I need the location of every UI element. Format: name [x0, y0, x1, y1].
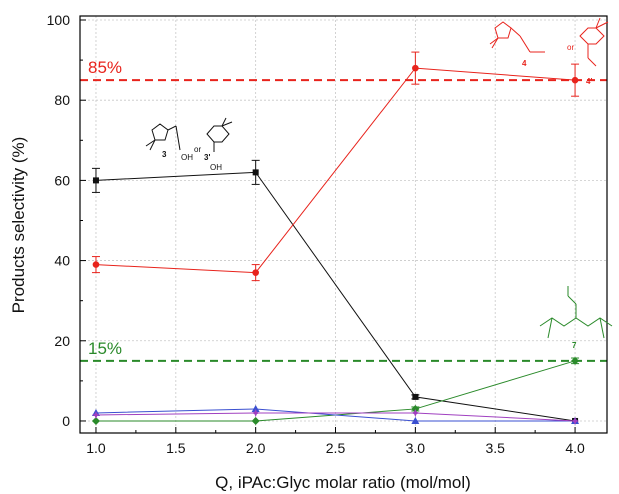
- compound-label-4prime: 4': [586, 77, 592, 86]
- series-line: [95, 412, 576, 422]
- data-point: [571, 356, 580, 365]
- data-point: [92, 177, 99, 184]
- data-point: [251, 416, 260, 425]
- molecule-structure-4: [489, 17, 609, 67]
- compound-label-3prime: 3': [204, 153, 210, 162]
- y-axis-title: Products selectivity (%): [9, 137, 28, 314]
- data-point: [571, 76, 579, 84]
- tick-labels: 1.0 1.5 2.0 2.5 3.0 3.5 4.0 0 20 40 60 80 100: [47, 12, 585, 456]
- axes: [79, 15, 608, 434]
- series-line: [95, 67, 576, 274]
- data-point: [411, 416, 420, 424]
- y-tick-label: 60: [54, 172, 70, 188]
- y-tick-label: 80: [54, 92, 70, 108]
- x-tick-label: 3.0: [406, 440, 426, 456]
- compound-group-3prime: OH: [210, 163, 222, 172]
- molecule-annotation-3: 3 or 3' OH OH: [145, 117, 233, 172]
- data-point: [91, 416, 100, 425]
- data-point: [251, 408, 260, 417]
- grid-lines: [80, 16, 607, 433]
- data-point: [412, 64, 419, 72]
- data-point: [412, 393, 419, 400]
- x-tick-label: 3.5: [485, 440, 505, 456]
- compound-separator-4: or: [567, 43, 574, 52]
- series-lines: [91, 51, 580, 425]
- data-point: [92, 261, 100, 268]
- compound-label-4: 4: [522, 59, 527, 68]
- x-tick-label: 4.0: [565, 440, 585, 456]
- data-point: [411, 404, 420, 413]
- reference-line-label: 85%: [88, 58, 122, 77]
- series-line: [95, 408, 576, 422]
- plot-frame: [79, 15, 608, 434]
- compound-separator-3: or: [194, 145, 201, 154]
- reference-lines: 85% 15%: [80, 58, 607, 362]
- y-tick-label: 20: [54, 333, 70, 349]
- y-tick-label: 40: [54, 253, 70, 269]
- x-tick-label: 2.0: [246, 440, 266, 456]
- x-tick-label: 2.5: [326, 440, 346, 456]
- data-point: [411, 408, 420, 417]
- x-tick-label: 1.0: [86, 440, 106, 456]
- y-tick-label: 100: [47, 12, 71, 28]
- x-tick-label: 1.5: [166, 440, 186, 456]
- data-point: [91, 410, 100, 419]
- y-tick-label: 0: [62, 413, 70, 429]
- data-point: [251, 404, 260, 412]
- compound-label-7: 7: [572, 341, 577, 350]
- molecule-annotation-7: 7: [539, 286, 613, 350]
- data-point: [252, 169, 259, 176]
- molecule-structure-7: [539, 286, 613, 339]
- reference-line-label: 15%: [88, 339, 122, 358]
- molecule-annotation-4: 4 or 4': [489, 17, 609, 86]
- x-axis-title: Q, iPAc:Glyc molar ratio (mol/mol): [215, 473, 471, 492]
- data-point: [571, 416, 580, 425]
- compound-group-3: OH: [181, 153, 193, 162]
- compound-label-3: 3: [162, 150, 167, 159]
- molecule-structure-3: [145, 117, 233, 152]
- series-line: [95, 171, 576, 422]
- data-point: [252, 269, 259, 276]
